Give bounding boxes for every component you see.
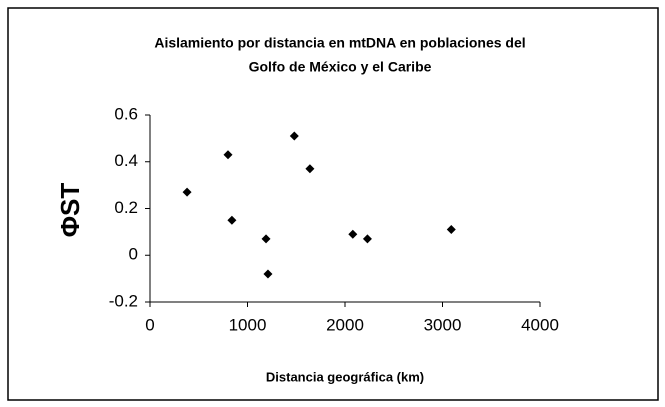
y-tick-label: -0.2 bbox=[109, 291, 138, 310]
y-tick-label: 0.2 bbox=[114, 198, 138, 217]
chart-title: Aislamiento por distancia en mtDNA en po… bbox=[154, 35, 525, 51]
chart-frame bbox=[7, 7, 659, 401]
x-tick-label: 1000 bbox=[229, 315, 267, 334]
x-tick-label: 3000 bbox=[424, 315, 462, 334]
y-tick-label: 0.6 bbox=[114, 104, 138, 123]
chart-title: Golfo de México y el Caribe bbox=[249, 59, 432, 75]
point bbox=[182, 187, 192, 197]
point bbox=[289, 131, 299, 141]
y-tick-label: 0.4 bbox=[114, 151, 138, 170]
x-axis-label: Distancia geográfica (km) bbox=[266, 369, 424, 384]
y-axis-label: ΦST bbox=[55, 183, 85, 238]
point bbox=[263, 269, 273, 279]
x-tick-label: 4000 bbox=[521, 315, 559, 334]
x-tick-label: 2000 bbox=[326, 315, 364, 334]
point bbox=[223, 150, 233, 160]
point bbox=[362, 234, 372, 244]
y-tick-label: 0 bbox=[129, 245, 138, 264]
point bbox=[261, 234, 271, 244]
point bbox=[446, 225, 456, 235]
point bbox=[227, 215, 237, 225]
x-tick-label: 0 bbox=[145, 315, 154, 334]
point bbox=[348, 229, 358, 239]
point bbox=[305, 164, 315, 174]
